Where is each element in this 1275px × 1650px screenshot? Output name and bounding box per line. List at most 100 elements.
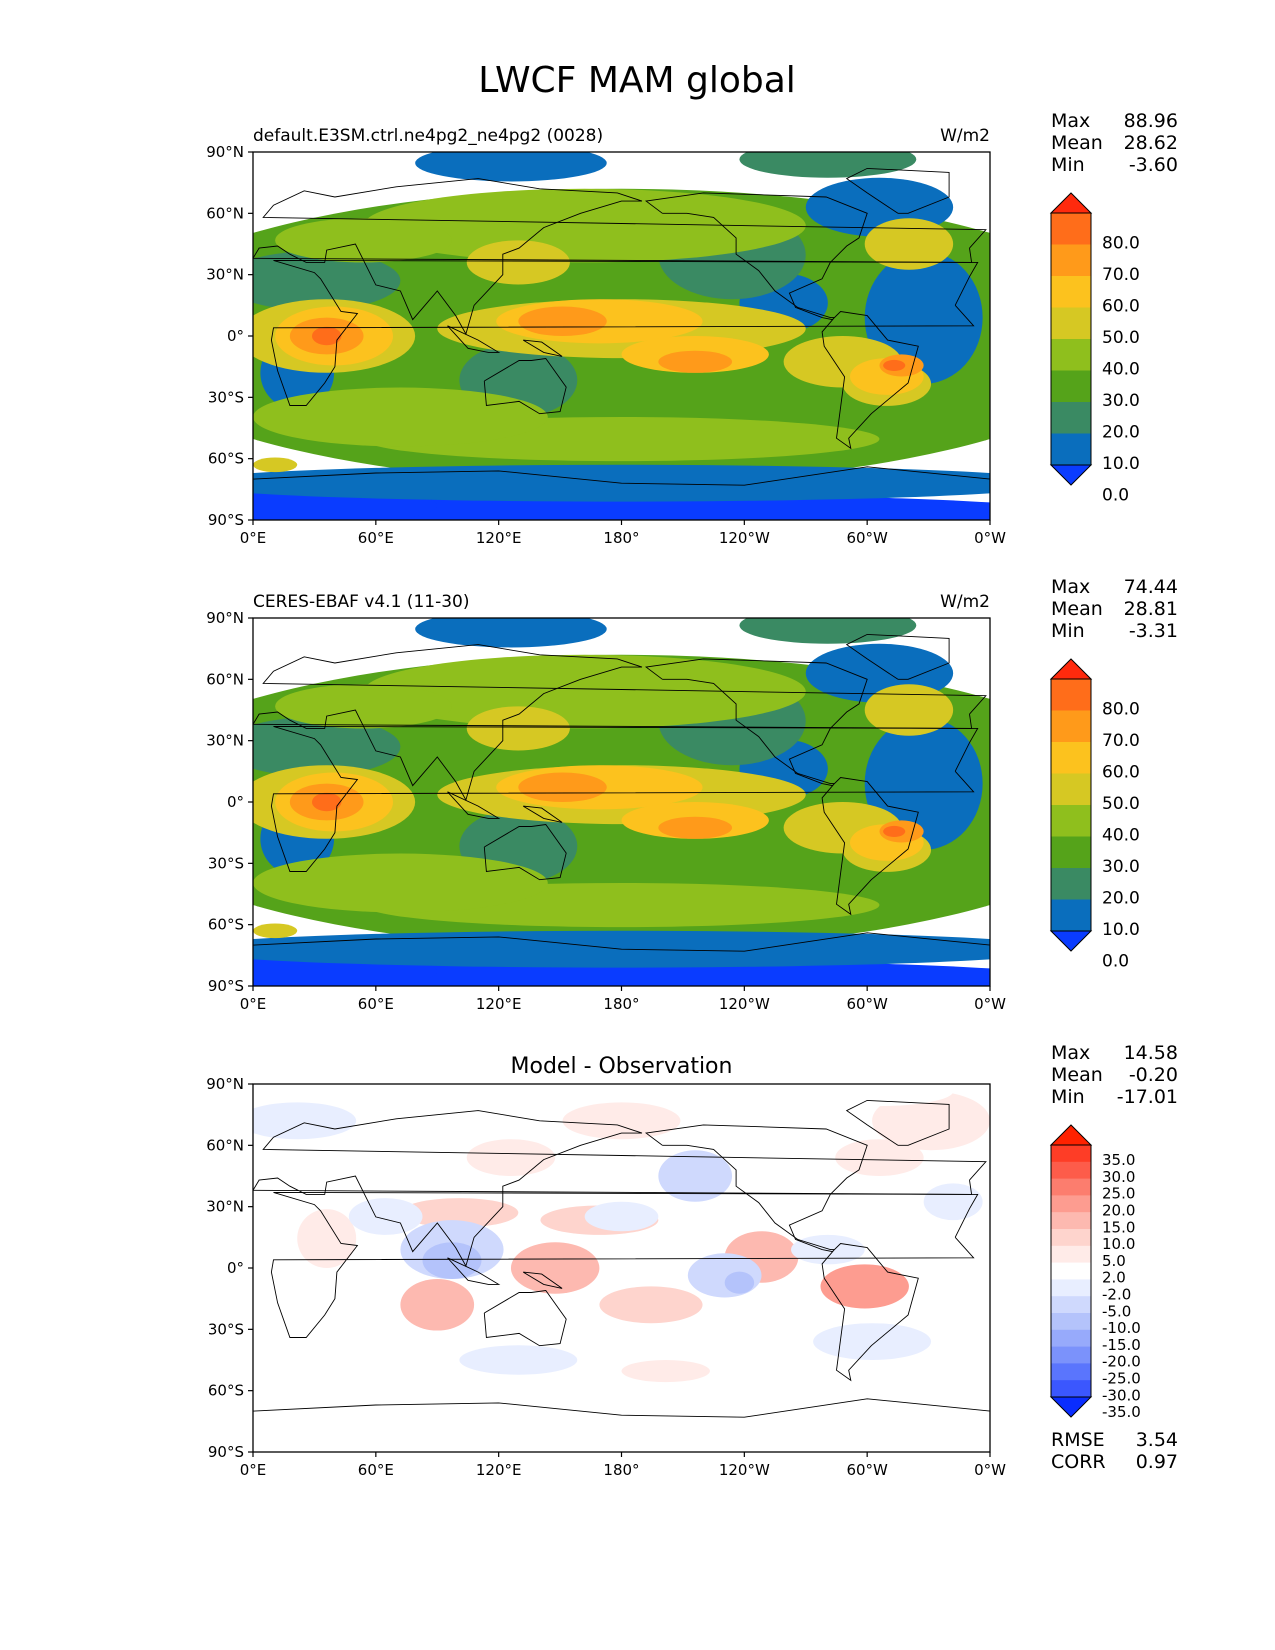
- diff-ytick-label: 30°N: [206, 1198, 244, 1216]
- diff-contour-fill: [820, 1264, 909, 1309]
- diff-stat-label: Min: [1051, 1086, 1085, 1108]
- diff-metric-value: 0.97: [1136, 1451, 1178, 1473]
- diff-stat-value: -0.20: [1129, 1064, 1178, 1086]
- obs-colorbar-segment: [1051, 805, 1091, 837]
- model-contour-fill: [311, 326, 342, 346]
- obs-colorbar-tick-label: 10.0: [1102, 920, 1140, 940]
- model-stat-value: 28.62: [1124, 132, 1178, 154]
- obs-stat-value: -3.31: [1129, 620, 1178, 642]
- model-colorbar-segment: [1051, 339, 1091, 371]
- obs-ytick-label: 30°N: [206, 732, 244, 750]
- diff-colorbar-tick-label: -15.0: [1102, 1336, 1141, 1354]
- model-coastline: [845, 167, 950, 214]
- obs-contour-fill: [883, 825, 906, 837]
- model-ytick-label: 90°S: [208, 511, 244, 529]
- diff-contour-fill: [805, 1084, 954, 1107]
- model-ytick-label: 90°N: [206, 143, 244, 161]
- diff-colorbar-tick-label: 5.0: [1102, 1252, 1126, 1270]
- model-units: W/m2: [940, 126, 990, 146]
- diff-contour-fill: [687, 1253, 762, 1298]
- diff-stat-value: 14.58: [1124, 1042, 1178, 1064]
- model-xtick-label: 60°E: [358, 529, 394, 547]
- diff-metric-value: 3.54: [1136, 1429, 1178, 1451]
- model-ytick-label: 60°S: [208, 450, 244, 468]
- diff-contour-fill: [253, 1102, 357, 1140]
- diff-stat-value: -17.01: [1117, 1086, 1178, 1108]
- obs-units: W/m2: [940, 592, 990, 612]
- model-contour-fill: [739, 152, 917, 178]
- diff-contour-fill: [621, 1360, 710, 1383]
- diff-contour-fill: [791, 1234, 865, 1265]
- diff-coastline: [845, 1099, 950, 1146]
- obs-colorbar-tick-label: 20.0: [1102, 888, 1140, 908]
- model-colorbar-tick-label: 60.0: [1102, 296, 1140, 316]
- model-colorbar-tick-label: 80.0: [1102, 233, 1140, 253]
- obs-coastline: [253, 932, 990, 952]
- obs-xtick-label: 120°W: [719, 995, 770, 1013]
- model-ytick-label: 60°N: [206, 204, 244, 222]
- model-contour-fill: [883, 359, 906, 371]
- obs-coastline: [644, 658, 919, 916]
- diff-coastline: [270, 1191, 979, 1338]
- diff-contour-fill: [466, 1139, 556, 1176]
- model-colorbar-segment: [1051, 370, 1091, 403]
- obs-contour-fill: [253, 923, 298, 939]
- diff-contour-fill: [813, 1323, 932, 1360]
- obs-colorbar-extend-min: [1049, 930, 1093, 952]
- diff-xtick-label: 120°W: [719, 1461, 770, 1479]
- obs-contour-fill: [518, 772, 607, 803]
- diff-colorbar-segment: [1051, 1329, 1091, 1348]
- diff-colorbar: 35.030.025.020.015.010.05.02.0-2.0-5.0-1…: [1049, 1124, 1141, 1421]
- diff-contour-fill: [835, 1139, 924, 1176]
- model-contour-fill: [864, 218, 954, 270]
- obs-stat-value: 28.81: [1124, 598, 1178, 620]
- diff-contour-fill: [422, 1242, 482, 1280]
- obs-colorbar: 80.0 70.0 60.0 50.0 40.0 30.0 20.0 10.0 0.0: [1049, 658, 1140, 971]
- diff-colorbar-tick-label: 2.0: [1102, 1269, 1126, 1287]
- obs-xtick-label: 180°: [603, 995, 639, 1013]
- diff-contour-fill: [562, 1102, 681, 1140]
- diff-metric-label: RMSE: [1051, 1429, 1105, 1451]
- obs-contour-fill: [466, 706, 570, 751]
- diff-contour-fill: [400, 1279, 475, 1331]
- obs-contour-fill: [363, 654, 806, 729]
- model-coastline: [270, 259, 979, 406]
- diff-colorbar-tick-label: 10.0: [1102, 1235, 1135, 1253]
- model-contour-fill: [253, 457, 298, 473]
- model-xtick-label: 120°E: [476, 529, 522, 547]
- model-stat-label: Min: [1051, 154, 1085, 176]
- obs-coastline: [845, 633, 950, 680]
- model-colorbar-tick-label: 40.0: [1102, 359, 1140, 379]
- obs-colorbar-segment: [1051, 710, 1091, 743]
- obs-ytick-label: 90°S: [208, 977, 244, 995]
- diff-colorbar-tick-label: 25.0: [1102, 1185, 1135, 1203]
- obs-stat-label: Min: [1051, 620, 1085, 642]
- model-xtick-label: 0°E: [240, 529, 267, 547]
- obs-ytick-label: 60°N: [206, 670, 244, 688]
- diff-colorbar-segment: [1051, 1229, 1091, 1247]
- model-colorbar-tick-label: 0.0: [1102, 485, 1129, 505]
- diff-colorbar-segment: [1051, 1178, 1091, 1196]
- model-colorbar-frame: [1050, 212, 1092, 466]
- diff-contour-fill: [584, 1201, 659, 1232]
- model-contour-fill: [658, 350, 733, 373]
- model-coastline: [253, 178, 987, 336]
- diff-colorbar-segment: [1051, 1195, 1091, 1213]
- obs-xtick-label: 0°W: [974, 995, 1006, 1013]
- obs-coastline: [447, 791, 501, 819]
- diff-stat-label: Mean: [1051, 1064, 1103, 1086]
- obs-colorbar-tick-label: 0.0: [1102, 951, 1129, 971]
- diff-colorbar-segment: [1051, 1296, 1091, 1314]
- model-stat-value: 88.96: [1124, 110, 1178, 132]
- obs-xtick-label: 0°E: [240, 995, 267, 1013]
- obs-colorbar-tick-label: 70.0: [1102, 731, 1140, 751]
- obs-contour-fill: [311, 792, 342, 812]
- obs-title: CERES-EBAF v4.1 (11-30): [253, 592, 469, 612]
- obs-ytick-label: 0°: [227, 793, 244, 811]
- diff-contour-fill: [724, 1271, 755, 1294]
- panels: 90°N60°N30°N0°30°S60°S90°S0°E 60°E 120°E 18…: [206, 110, 1178, 1479]
- obs-map: [253, 618, 990, 986]
- diff-xtick-label: 120°E: [476, 1461, 522, 1479]
- obs-colorbar-frame: [1050, 678, 1092, 932]
